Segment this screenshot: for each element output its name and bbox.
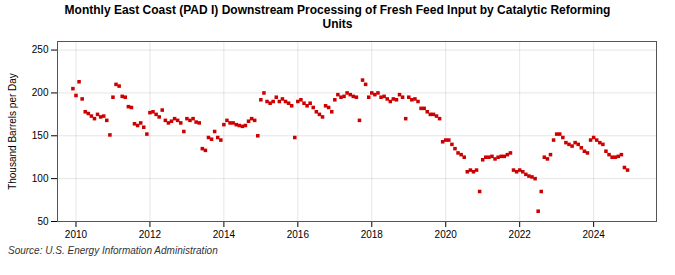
html-text:Source: U.S. Energy Informatio: Source: U.S. Energy Information Administ… (8, 245, 218, 256)
svg-text:2012: 2012 (139, 229, 162, 240)
html-text:Monthly East Coast (PAD I) Dow: Monthly East Coast (PAD I) Downstream Pr… (64, 3, 611, 31)
svg-text:2022: 2022 (509, 229, 532, 240)
svg-text:2020: 2020 (435, 229, 458, 240)
svg-text:200: 200 (32, 87, 49, 98)
svg-text:100: 100 (32, 173, 49, 184)
svg-text:150: 150 (32, 130, 49, 141)
svg-text:2016: 2016 (287, 229, 310, 240)
svg-text:250: 250 (32, 44, 49, 55)
svg-text:2010: 2010 (65, 229, 88, 240)
svg-text:2014: 2014 (213, 229, 236, 240)
svg-text:Thousand Barrels per Day: Thousand Barrels per Day (7, 73, 18, 190)
svg-text:50: 50 (37, 216, 49, 227)
svg-text:2024: 2024 (583, 229, 606, 240)
svg-text:2018: 2018 (361, 229, 384, 240)
